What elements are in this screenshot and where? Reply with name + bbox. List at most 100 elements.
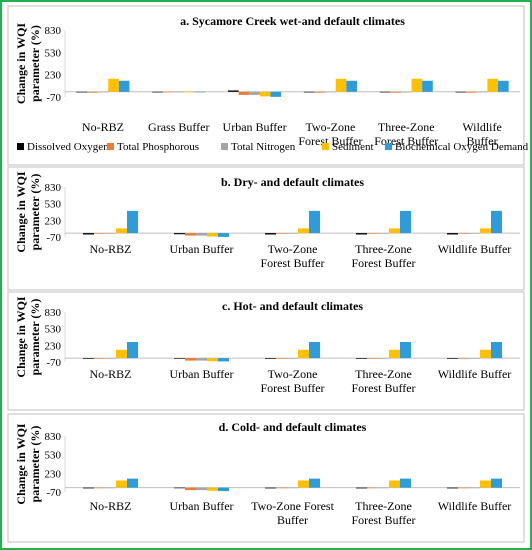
category-label-line: Grass Buffer: [148, 120, 209, 134]
bar: [378, 487, 389, 489]
y-tick-label: -70: [46, 232, 61, 244]
category-label: Wildlife Buffer: [438, 367, 512, 381]
panel-border: [7, 413, 525, 543]
chart-panel-1: a. Sycamore Creek wet-and default climat…: [7, 5, 525, 166]
bar: [379, 91, 391, 93]
bar: [173, 91, 185, 93]
bar: [389, 349, 400, 359]
y-tick-label: -70: [46, 92, 61, 104]
legend-swatch: [221, 143, 228, 150]
bar: [287, 487, 298, 489]
y-axis-label-line: Change in WQI: [14, 296, 28, 377]
bar: [356, 358, 367, 359]
chart-panel-4: d. Cold- and default climates Change in W…: [7, 413, 525, 543]
bar: [378, 233, 389, 234]
legend-item-label: Total Nitrogen: [231, 141, 296, 153]
category-label: Three-Zone Forest Buffer: [351, 242, 415, 270]
bar: [185, 358, 196, 361]
bar: [105, 233, 116, 234]
bar: [469, 487, 480, 489]
bar: [276, 487, 287, 489]
bar: [491, 210, 502, 234]
bar: [185, 487, 196, 491]
bar: [400, 91, 412, 93]
y-axis-label-line: parameter (%): [28, 25, 42, 102]
bar: [298, 349, 309, 359]
bar: [458, 487, 469, 489]
bar: [400, 210, 411, 234]
category-label: Urban Buffer: [223, 120, 287, 134]
category-label: No-RBZ: [90, 367, 132, 381]
bar: [367, 487, 378, 489]
y-tick-label: 530: [45, 199, 62, 211]
category-label-line: Buffer: [467, 134, 498, 148]
bar: [207, 358, 218, 362]
y-tick-label: -70: [46, 487, 61, 499]
bar: [455, 91, 467, 93]
bar: [469, 358, 480, 359]
bar: [498, 80, 509, 92]
y-tick-label: 230: [45, 215, 62, 227]
category-label-line: Two-Zone Forest: [251, 499, 334, 513]
bar: [389, 480, 400, 488]
category-label: No-RBZ: [82, 120, 124, 134]
category-label-line: Forest Buffer: [351, 381, 415, 395]
bar: [422, 80, 433, 92]
chart-title: b. Dry- and default climates: [221, 175, 364, 189]
category-label: Urban Buffer: [169, 367, 233, 381]
y-axis-label-line: parameter (%): [28, 299, 42, 376]
category-label-line: Urban Buffer: [169, 242, 233, 256]
bar: [94, 487, 105, 489]
category-label-line: Urban Buffer: [169, 367, 233, 381]
bar: [325, 91, 336, 93]
y-axis-label-line: Change in WQI: [14, 171, 28, 252]
bar: [367, 358, 378, 359]
bar: [447, 487, 458, 489]
category-label: Wildlife Buffer: [438, 499, 512, 513]
category-label-line: Forest Buffer: [298, 134, 362, 148]
bar: [303, 91, 315, 93]
bar: [162, 91, 174, 93]
bar: [218, 487, 229, 492]
y-tick-label: 830: [45, 431, 62, 443]
bar: [127, 210, 138, 234]
bar: [207, 487, 218, 491]
y-tick-label: 830: [45, 182, 62, 194]
bar: [356, 487, 367, 489]
bar: [298, 480, 309, 488]
category-label: Two-Zone Forest Buffer: [260, 367, 324, 395]
y-axis-label: Change in WQIparameter (%): [14, 171, 42, 252]
bar: [238, 91, 250, 95]
bar: [276, 358, 287, 359]
bar: [86, 91, 98, 93]
category-label-line: Forest Buffer: [260, 381, 324, 395]
legend-item-label: Sediment: [332, 141, 374, 153]
chart-panel-3: c. Hot- and default climates Change in WQ…: [7, 291, 525, 411]
y-tick-label: 230: [45, 340, 62, 352]
category-label-line: Forest Buffer: [351, 256, 415, 270]
bar: [196, 233, 207, 236]
bar: [207, 233, 218, 237]
legend-swatch: [385, 143, 392, 150]
legend-swatch: [107, 143, 114, 150]
category-label: Wildlife Buffer: [438, 242, 512, 256]
bar: [83, 233, 94, 235]
bar: [94, 233, 105, 234]
y-tick-label: 530: [45, 324, 62, 336]
category-label-line: Wildlife Buffer: [438, 242, 512, 256]
chart-title: c. Hot- and default climates: [222, 299, 363, 313]
bar: [309, 210, 320, 234]
bar: [447, 233, 458, 235]
panel-border: [7, 166, 525, 291]
y-tick-label: -70: [46, 357, 61, 369]
category-label: Three-Zone Forest Buffer: [351, 499, 415, 527]
y-axis-label-line: Change in WQI: [14, 23, 28, 104]
category-label-line: No-RBZ: [90, 242, 132, 256]
category-label-line: Wildlife Buffer: [438, 499, 512, 513]
bar: [335, 78, 347, 92]
y-axis-label-line: parameter (%): [28, 426, 42, 503]
bar: [270, 91, 282, 97]
bar: [480, 228, 491, 234]
bar: [105, 487, 116, 489]
